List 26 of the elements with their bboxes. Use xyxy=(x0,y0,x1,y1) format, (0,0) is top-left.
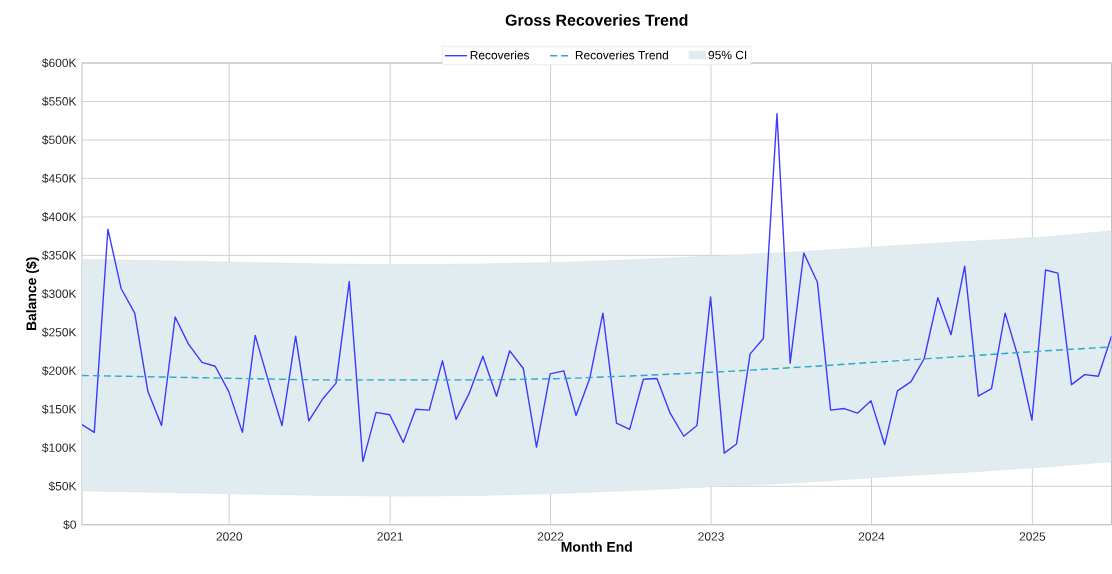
chart-title: Gross Recoveries Trend xyxy=(505,14,688,26)
y-tick-label: $100K xyxy=(42,443,77,453)
y-tick-label: $50K xyxy=(48,481,77,492)
y-axis-title: Balance ($) xyxy=(25,257,40,331)
legend-label: Recoveries xyxy=(470,50,530,60)
legend-label: Recoveries Trend xyxy=(575,50,669,60)
y-tick-label: $450K xyxy=(42,173,77,184)
x-tick-label: 2020 xyxy=(216,532,243,541)
y-tick-label: $550K xyxy=(42,96,77,107)
x-tick-label: 2025 xyxy=(1019,532,1046,541)
x-tick-label: 2022 xyxy=(537,532,564,541)
y-tick-label: $300K xyxy=(42,289,77,299)
y-tick-label: $400K xyxy=(42,212,77,222)
x-tick-label: 2023 xyxy=(698,532,724,541)
y-tick-label: $200K xyxy=(42,366,77,376)
y-tick-label: $150K xyxy=(42,404,77,415)
y-tick-label: $350K xyxy=(42,250,77,261)
y-tick-label: $0 xyxy=(63,520,76,530)
text: 95% CI xyxy=(708,50,747,60)
y-tick-label: $600K xyxy=(42,58,77,68)
y-tick-label: $250K xyxy=(42,327,77,338)
line-series xyxy=(81,113,1112,463)
y-tick-label: $500K xyxy=(42,135,77,145)
x-tick-label: 2024 xyxy=(858,532,885,541)
x-axis-title: Month End xyxy=(561,541,632,552)
x-tick-label: 2021 xyxy=(377,532,403,541)
